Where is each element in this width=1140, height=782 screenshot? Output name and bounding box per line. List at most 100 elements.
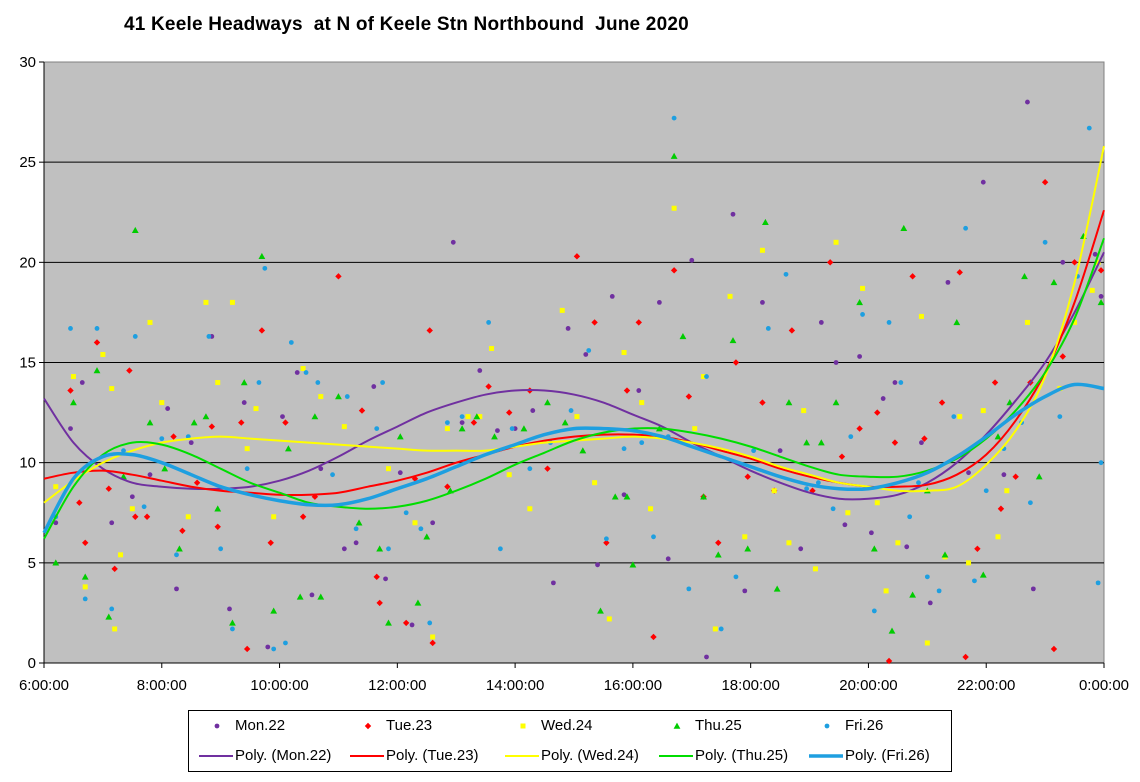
trendline-poly-mon-22- bbox=[43, 251, 1105, 501]
data-point bbox=[491, 433, 498, 440]
data-point bbox=[742, 588, 748, 594]
data-point bbox=[1041, 179, 1049, 186]
legend-item-fri26: Fri.26 bbox=[803, 717, 883, 734]
data-point bbox=[957, 414, 963, 420]
data-point bbox=[309, 592, 315, 598]
data-point bbox=[147, 472, 153, 478]
data-point bbox=[868, 530, 874, 536]
data-point bbox=[729, 337, 737, 344]
legend-line-tue23 bbox=[344, 749, 384, 763]
legend-item-wed24: Wed.24 bbox=[499, 717, 592, 734]
data-point bbox=[1004, 488, 1010, 494]
data-point bbox=[891, 439, 899, 446]
data-point bbox=[185, 514, 191, 520]
data-point bbox=[692, 426, 698, 432]
data-point bbox=[53, 520, 59, 526]
data-point bbox=[826, 259, 834, 266]
data-point bbox=[679, 333, 687, 340]
data-point bbox=[294, 370, 300, 375]
data-point bbox=[283, 640, 288, 646]
data-point bbox=[376, 599, 383, 607]
data-point bbox=[477, 368, 483, 373]
data-point bbox=[459, 420, 465, 425]
data-point bbox=[544, 465, 551, 472]
data-point bbox=[527, 506, 533, 512]
data-point bbox=[409, 622, 415, 628]
data-point bbox=[938, 399, 946, 406]
data-point bbox=[426, 327, 433, 334]
data-point bbox=[280, 414, 285, 419]
legend-symbol bbox=[505, 754, 539, 757]
data-point bbox=[193, 479, 201, 486]
data-point bbox=[817, 439, 825, 446]
data-point bbox=[179, 527, 186, 534]
data-point bbox=[1012, 473, 1019, 480]
data-point bbox=[1089, 287, 1095, 293]
legend-symbol bbox=[364, 722, 372, 729]
data-point bbox=[888, 627, 896, 634]
data-point bbox=[1097, 299, 1105, 306]
data-point bbox=[396, 433, 404, 440]
data-point bbox=[68, 326, 73, 331]
data-point bbox=[444, 426, 450, 432]
data-point bbox=[621, 446, 627, 452]
data-point bbox=[383, 576, 388, 582]
legend-marker-symbol bbox=[364, 722, 372, 729]
data-point bbox=[159, 436, 165, 442]
data-point bbox=[798, 546, 804, 552]
data-point bbox=[256, 380, 262, 385]
data-point bbox=[93, 339, 101, 346]
data-point bbox=[773, 585, 781, 592]
data-point bbox=[886, 320, 892, 325]
data-point bbox=[635, 319, 642, 326]
legend-marker-tue23 bbox=[344, 719, 384, 733]
data-point bbox=[1042, 239, 1048, 245]
data-point bbox=[568, 408, 574, 413]
data-point bbox=[883, 588, 889, 594]
data-point bbox=[704, 654, 709, 660]
data-point bbox=[727, 293, 733, 299]
data-point bbox=[161, 465, 169, 472]
data-point bbox=[288, 340, 294, 345]
data-point bbox=[414, 599, 422, 606]
data-point bbox=[1024, 319, 1030, 325]
data-point bbox=[486, 320, 492, 325]
legend-marker-symbol bbox=[214, 723, 220, 728]
data-point bbox=[1027, 500, 1033, 506]
data-point bbox=[623, 493, 631, 500]
data-point bbox=[1086, 125, 1092, 131]
y-tick-label: 15 bbox=[19, 355, 36, 372]
data-point bbox=[132, 334, 138, 339]
data-point bbox=[129, 506, 135, 512]
data-point bbox=[129, 494, 135, 500]
data-point bbox=[109, 520, 115, 526]
legend-marker-mon22 bbox=[193, 719, 233, 733]
data-point bbox=[188, 440, 194, 446]
data-point bbox=[860, 285, 866, 291]
data-point bbox=[244, 446, 250, 452]
data-point bbox=[229, 299, 235, 305]
data-point bbox=[1025, 99, 1030, 105]
data-point bbox=[1059, 353, 1066, 360]
data-point bbox=[916, 480, 921, 486]
data-point bbox=[639, 440, 645, 446]
data-point bbox=[874, 500, 880, 506]
legend-marker-symbol bbox=[520, 723, 526, 728]
data-point bbox=[966, 560, 972, 566]
data-point bbox=[848, 434, 854, 440]
data-point bbox=[1092, 251, 1098, 257]
x-tick-label: 14:00:00 bbox=[486, 677, 544, 694]
data-point bbox=[671, 115, 677, 121]
data-point bbox=[591, 319, 598, 326]
data-point bbox=[718, 626, 724, 632]
data-point bbox=[159, 400, 165, 406]
data-point bbox=[296, 593, 304, 600]
chart-svg: 0 5 10 15 20 25 30 6:00:00 8:00:00 10:00:00 12:00:… bbox=[19, 54, 1129, 694]
data-point bbox=[1098, 460, 1104, 466]
trendlines bbox=[42, 145, 1105, 540]
data-point bbox=[689, 257, 695, 263]
data-point bbox=[621, 492, 627, 498]
x-tick-label: 10:00:00 bbox=[250, 677, 308, 694]
data-point bbox=[744, 545, 752, 552]
data-point bbox=[385, 619, 392, 626]
